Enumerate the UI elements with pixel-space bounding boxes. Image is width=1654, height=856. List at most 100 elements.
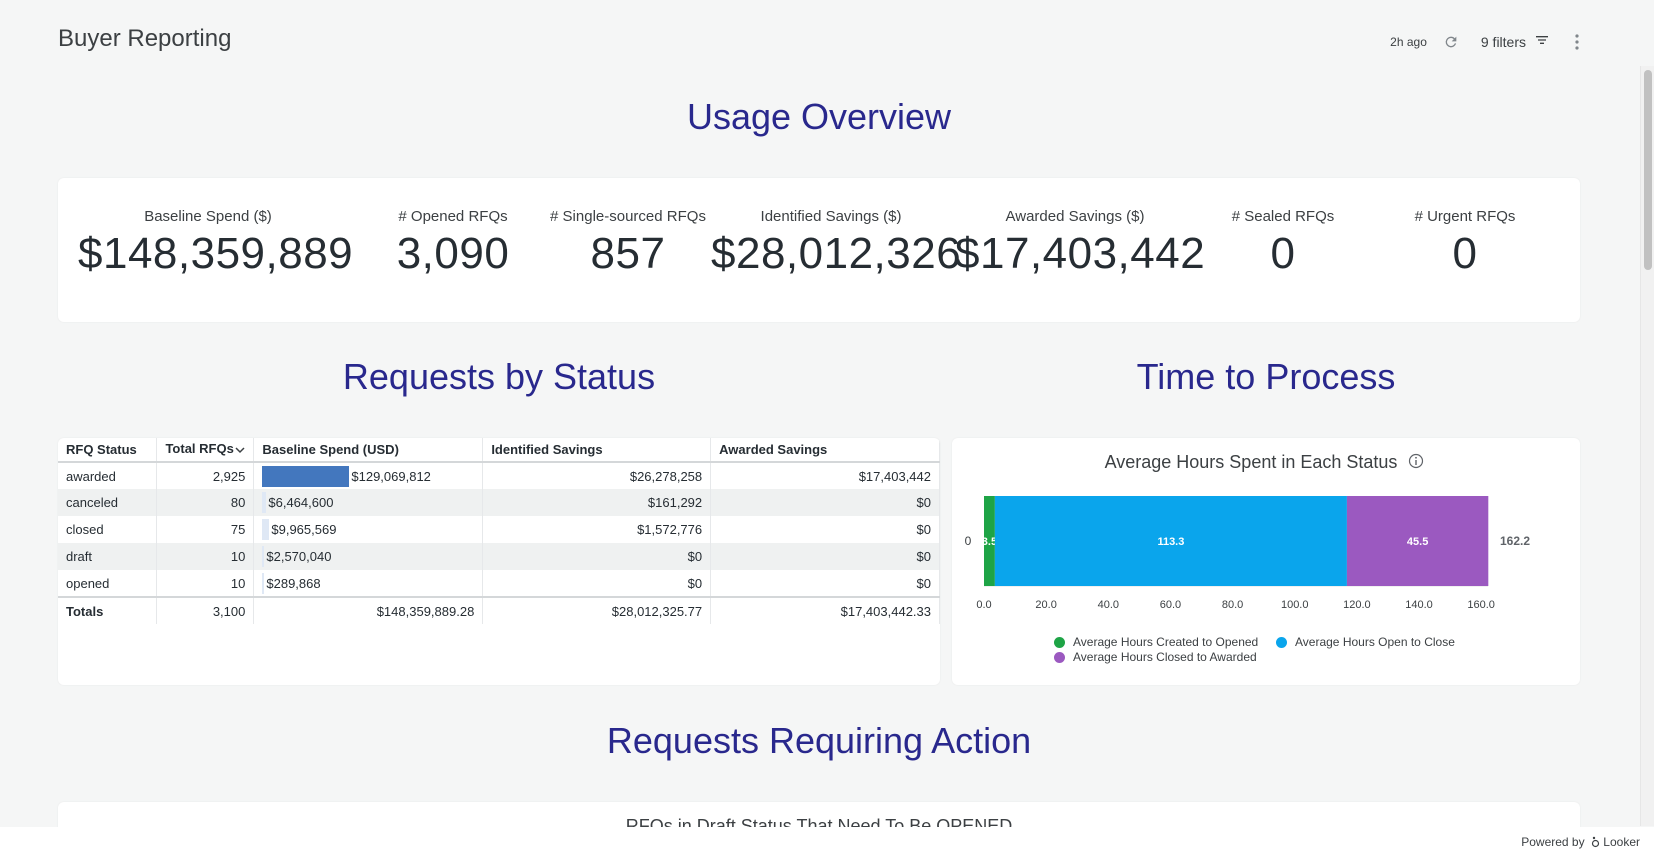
column-header-baseline-spend[interactable]: Baseline Spend (USD) (253, 438, 484, 463)
cell-identified-savings: $0 (482, 570, 712, 597)
y-category-label: 0 (965, 534, 972, 548)
column-header-identified-savings[interactable]: Identified Savings (482, 438, 712, 463)
looker-brand: Looker (1603, 835, 1640, 849)
cell-status: draft (58, 543, 158, 570)
sort-desc-icon (235, 443, 245, 458)
table-row[interactable]: canceled 80 $6,464,600 $161,292 $0 (58, 489, 940, 516)
kpi-opened-rfqs[interactable]: # Opened RFQs 3,090 (378, 208, 528, 279)
kpi-value: $17,403,442 (955, 229, 1206, 278)
looker-logo-icon (1591, 835, 1603, 849)
table-row[interactable]: closed 75 $9,965,569 $1,572,776 $0 (58, 516, 940, 543)
x-tick-label: 0.0 (976, 599, 991, 611)
kpi-label: Baseline Spend ($) (144, 208, 272, 225)
column-header-total-rfqs[interactable]: Total RFQs (156, 438, 255, 463)
baseline-spend-bar (262, 546, 265, 567)
kpi-awarded-savings[interactable]: Awarded Savings ($) $17,403,442 (955, 208, 1206, 279)
legend-label: Average Hours Open to Close (1295, 635, 1455, 649)
last-updated-label: 2h ago (1390, 34, 1427, 49)
cell-awarded-savings: $0 (710, 489, 940, 516)
page-scrollbar[interactable] (1640, 66, 1654, 826)
kpi-urgent-rfqs[interactable]: # Urgent RFQs 0 (1410, 208, 1520, 279)
kpi-label: # Urgent RFQs (1414, 208, 1516, 225)
bar-segment[interactable] (1346, 496, 1489, 586)
legend-item[interactable]: Average Hours Created to Opened (1054, 635, 1258, 649)
dashboard-header: Buyer Reporting 2h ago 9 filters (0, 0, 1640, 80)
kpi-sealed-rfqs[interactable]: # Sealed RFQs 0 (1228, 208, 1338, 279)
kpi-value: 0 (1452, 229, 1478, 278)
cell-status: awarded (58, 462, 158, 489)
time-to-process-card: Average Hours Spent in Each Status 0 3.5 1… (952, 438, 1580, 685)
column-header-rfq-status[interactable]: RFQ Status (58, 438, 158, 463)
totals-label: Totals (58, 596, 158, 624)
cell-identified-savings: $1,572,776 (482, 516, 712, 543)
powered-by: Powered by Looker (1521, 835, 1640, 849)
scrollbar-thumb[interactable] (1644, 70, 1652, 270)
bar-segment[interactable] (984, 496, 995, 586)
cell-awarded-savings: $0 (710, 570, 940, 597)
filter-icon (1534, 32, 1550, 51)
baseline-spend-value: $2,570,040 (266, 549, 332, 564)
status-table-card: RFQ Status Total RFQs Baseline Spend (US… (58, 438, 940, 685)
stacked-bar-chart: 0 3.5 113.3 45.5 162.2 0.0 20.0 40.0 60.0 80.0 100… (965, 496, 1530, 611)
kpi-label: # Single-sourced RFQs (550, 208, 706, 225)
kpi-label: Identified Savings ($) (760, 208, 902, 225)
cell-status: opened (58, 570, 158, 597)
cell-baseline-spend: $289,868 (253, 570, 484, 597)
totals-identified: $28,012,325.77 (482, 596, 712, 624)
baseline-spend-bar (262, 519, 270, 540)
more-options-icon[interactable] (1574, 33, 1580, 50)
chart-title-text: Average Hours Spent in Each Status (1104, 452, 1398, 472)
x-tick-label: 20.0 (1035, 599, 1056, 611)
table-row[interactable]: opened 10 $289,868 $0 $0 (58, 570, 940, 597)
filters-button[interactable]: 9 filters (1481, 32, 1550, 51)
section-title-time-to-process: Time to Process (1136, 356, 1396, 397)
kpi-label: # Opened RFQs (398, 208, 508, 225)
cell-baseline-spend: $129,069,812 (253, 462, 484, 489)
cell-total-rfqs: 10 (156, 543, 255, 570)
table-header-row: RFQ Status Total RFQs Baseline Spend (US… (58, 438, 940, 463)
footer: Powered by Looker (0, 827, 1654, 856)
cell-identified-savings: $26,278,258 (482, 462, 712, 489)
info-icon[interactable] (1408, 453, 1424, 474)
legend-item[interactable]: Average Hours Open to Close (1276, 635, 1455, 649)
header-controls: 2h ago 9 filters (1390, 32, 1580, 51)
status-table: RFQ Status Total RFQs Baseline Spend (US… (58, 438, 940, 624)
kpi-label: # Sealed RFQs (1231, 208, 1335, 225)
table-row[interactable]: draft 10 $2,570,040 $0 $0 (58, 543, 940, 570)
x-tick-label: 80.0 (1222, 599, 1243, 611)
cell-baseline-spend: $2,570,040 (253, 543, 484, 570)
refresh-icon[interactable] (1443, 34, 1459, 50)
legend-swatch (1276, 636, 1287, 648)
data-label: 45.5 (1407, 536, 1428, 548)
legend-label: Average Hours Closed to Awarded (1073, 650, 1257, 664)
kpi-identified-savings[interactable]: Identified Savings ($) $28,012,326 (711, 208, 961, 279)
column-header-awarded-savings[interactable]: Awarded Savings (710, 438, 940, 463)
section-title-requests-by-status: Requests by Status (342, 356, 656, 397)
table-row[interactable]: awarded 2,925 $129,069,812 $26,278,258 $17,4… (58, 462, 940, 489)
cell-awarded-savings: $17,403,442 (710, 462, 940, 489)
cell-identified-savings: $161,292 (482, 489, 712, 516)
page-title: Buyer Reporting (58, 25, 232, 52)
kpi-label: Awarded Savings ($) (1005, 208, 1145, 225)
kpi-baseline-spend[interactable]: Baseline Spend ($) $148,359,889 (78, 208, 353, 279)
cell-identified-savings: $0 (482, 543, 712, 570)
chart-title: Average Hours Spent in Each Status (952, 452, 1577, 474)
x-tick-label: 140.0 (1405, 599, 1433, 611)
x-tick-label: 40.0 (1098, 599, 1119, 611)
totals-baseline: $148,359,889.28 (253, 596, 484, 624)
cell-baseline-spend: $6,464,600 (253, 489, 484, 516)
kpi-single-sourced-rfqs[interactable]: # Single-sourced RFQs 857 (538, 208, 718, 279)
legend-label: Average Hours Created to Opened (1073, 635, 1259, 649)
cell-total-rfqs: 80 (156, 489, 255, 516)
kpi-card: Baseline Spend ($) $148,359,889 # Opened… (58, 178, 1580, 322)
baseline-spend-value: $6,464,600 (268, 495, 334, 510)
baseline-spend-bar (262, 492, 267, 513)
x-tick-label: 60.0 (1160, 599, 1181, 611)
section-title-usage-overview: Usage Overview (686, 96, 952, 137)
baseline-spend-value: $289,868 (266, 575, 321, 591)
bar-segment[interactable] (994, 496, 1347, 586)
legend-item[interactable]: Average Hours Closed to Awarded (1054, 650, 1257, 664)
cell-total-rfqs: 75 (156, 516, 255, 543)
kpi-value: 0 (1270, 229, 1296, 278)
powered-by-label: Powered by (1521, 835, 1585, 849)
